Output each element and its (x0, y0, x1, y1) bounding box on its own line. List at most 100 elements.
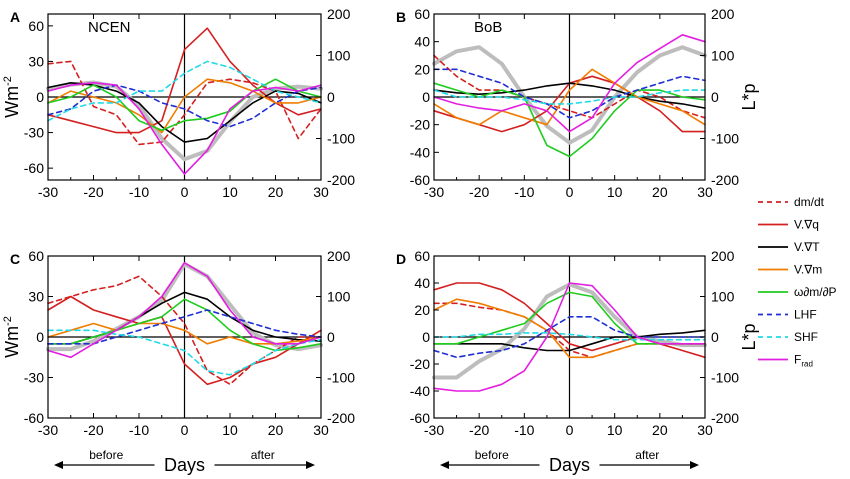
x-tick-label: 0 (566, 184, 574, 200)
x-tick-label: 30 (697, 184, 713, 200)
x-tick-label: -20 (469, 184, 489, 200)
legend-label-subscript: rad (801, 360, 813, 369)
x-axis-label: Days (164, 455, 205, 475)
panel-title: BoB (474, 19, 502, 36)
right-y-tick-label: -100 (711, 131, 739, 147)
legend-label-text: F (794, 353, 801, 367)
x-tick-label: -30 (424, 184, 444, 200)
right-y-tick-label: 0 (711, 329, 719, 345)
y-tick-label: 0 (422, 89, 430, 105)
time-direction-annotations: before Days after before Days after (54, 448, 699, 475)
panel-letter: A (10, 9, 20, 25)
y-tick-label: -60 (410, 172, 430, 188)
legend-label-text: V.∇T (794, 240, 820, 254)
series-lhf-panel-A (47, 84, 322, 128)
left-y-axis-label: Wm-2 (2, 76, 22, 118)
right-y-tick-label: -200 (711, 172, 739, 188)
y-tick-label: 40 (414, 34, 430, 50)
y-tick-label: 60 (28, 18, 44, 34)
y-tick-label: 60 (414, 248, 430, 264)
panel-letter: D (396, 251, 406, 267)
y-tick-label: -40 (410, 383, 430, 399)
y-tick-label: -30 (24, 370, 44, 386)
before-label: before (89, 448, 123, 462)
after-arrow-head (690, 461, 699, 469)
x-tick-label: 30 (313, 422, 329, 438)
x-tick-label: -30 (424, 422, 444, 438)
y-tick-label: 40 (414, 275, 430, 291)
panel-B: -30 -20 -10 0 10 20 306040200-20-40-602001000-… (396, 6, 759, 200)
right-y-tick-label: 100 (327, 289, 351, 305)
panel-D: -30 -20 -10 0 10 20 306040200-20-40-602001000-… (396, 248, 759, 438)
legend-label: SHF (794, 330, 818, 344)
x-tick-label: 30 (313, 184, 329, 200)
right-y-tick-label: -100 (711, 370, 739, 386)
x-tick-label: -30 (38, 184, 58, 200)
right-y-tick-label: -200 (711, 410, 739, 426)
legend-label-text: ω∂m/∂P (794, 285, 837, 299)
legend-label-text: V.∇q (794, 218, 819, 232)
legend-label-text: LHF (794, 308, 817, 322)
series-v-t-panel-B (433, 82, 706, 109)
right-y-tick-label: 200 (711, 6, 735, 22)
right-y-tick-label: -200 (327, 172, 355, 188)
series-f-panel-D (433, 282, 706, 392)
legend-label-text: SHF (794, 330, 818, 344)
right-y-tick-label: 200 (327, 248, 351, 264)
y-tick-label: -20 (410, 117, 430, 133)
series-lp-panel-B (432, 45, 707, 145)
series-shf-panel-D (433, 332, 706, 341)
y-tick-label: 60 (28, 248, 44, 264)
x-tick-label: -20 (469, 422, 489, 438)
y-tick-label: -20 (410, 356, 430, 372)
series-v-m-panel-A (47, 78, 322, 134)
x-axis-label: Days (549, 455, 590, 475)
legend-label: V.∇q (794, 218, 819, 232)
right-y-tick-label: 200 (711, 248, 735, 264)
panel-letter: C (10, 251, 20, 267)
right-y-tick-label: 0 (711, 89, 719, 105)
series-shf-panel-B (433, 89, 706, 105)
series-f-panel-C (47, 261, 322, 359)
x-tick-label: -10 (129, 422, 149, 438)
y-tick-label: 30 (28, 289, 44, 305)
y-tick-label: 30 (28, 53, 44, 69)
legend-label: LHF (794, 308, 817, 322)
right-y-tick-label: 0 (327, 89, 335, 105)
y-tick-label: 20 (414, 302, 430, 318)
series-v-t-panel-D (433, 329, 706, 352)
x-tick-label: 20 (268, 422, 284, 438)
right-y-tick-label: 100 (327, 48, 351, 64)
right-y-tick-label: 200 (327, 6, 351, 22)
y-tick-label: -60 (24, 410, 44, 426)
x-tick-label: 0 (181, 422, 189, 438)
panel-A: -30 -20 -10 0 10 20 3060300-30-602001000-100-2… (2, 6, 355, 200)
legend-label: V.∇m (794, 263, 822, 277)
x-tick-label: -30 (38, 422, 58, 438)
y-tick-label: -40 (410, 144, 430, 160)
before-arrow-head (440, 461, 449, 469)
series-v-q-panel-C (47, 295, 322, 386)
panel-C: -30 -20 -10 0 10 20 3060300-30-602001000-100-2… (2, 248, 355, 438)
right-y-tick-label: 100 (711, 289, 735, 305)
legend-label: V.∇T (794, 240, 820, 254)
left-y-axis-label-text: Wm (2, 326, 22, 358)
y-tick-label: -30 (24, 125, 44, 141)
right-y-axis-label: L*p (739, 323, 759, 350)
y-tick-label: -60 (24, 160, 44, 176)
left-y-axis-label-exponent: -2 (2, 76, 14, 86)
x-tick-label: 10 (222, 422, 238, 438)
y-tick-label: 0 (422, 329, 430, 345)
before-label: before (475, 448, 509, 462)
series-f-panel-B (433, 33, 706, 133)
y-tick-label: 0 (36, 329, 44, 345)
y-tick-label: 0 (36, 89, 44, 105)
x-tick-label: -10 (129, 184, 149, 200)
series-lhf-panel-D (433, 315, 706, 359)
legend-label: dm/dt (794, 195, 825, 209)
series-dm-dt-panel-A (47, 60, 322, 146)
x-tick-label: -10 (514, 184, 534, 200)
left-y-axis-label: Wm-2 (2, 316, 22, 358)
before-arrow-head (54, 461, 63, 469)
series-f-panel-A (47, 82, 322, 175)
